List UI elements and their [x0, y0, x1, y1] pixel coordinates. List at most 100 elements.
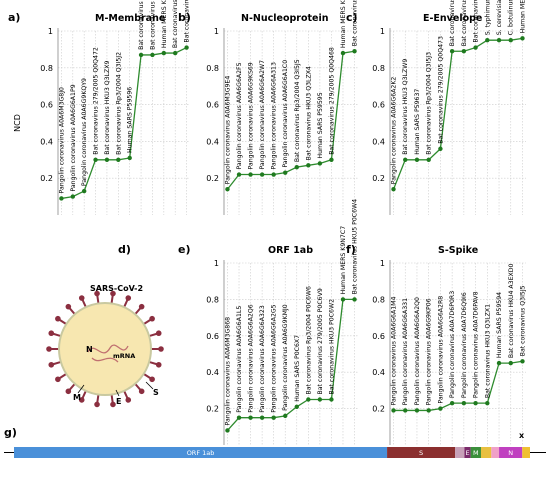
point-label: Pangolin coronavirus A0A6G6A2G5	[271, 304, 278, 412]
point-label: Human MERS K9N4V7	[340, 0, 347, 48]
point-label: Bat coronavirus Rp3/2004 P0C6W6	[305, 286, 312, 395]
data-point	[161, 50, 167, 56]
spike-head	[55, 376, 61, 383]
spike-head	[48, 330, 55, 337]
point-label: S. typhimurium Q5Y196	[484, 0, 491, 35]
point-label: Pangolin coronavirus A0A6G6A2W7	[259, 60, 266, 170]
y-tick-label: 0.8	[372, 64, 385, 73]
y-tick-label: 0.6	[206, 101, 219, 110]
data-point	[81, 188, 87, 194]
point-label: Pangolin coronavirus A0A6G6A2R8	[437, 296, 444, 404]
data-point	[473, 400, 478, 406]
panel-title: E-Envelope	[423, 13, 482, 24]
spike-head	[125, 295, 132, 301]
point-label: Human SARS P59595	[317, 92, 324, 158]
panel-letter-f: f)	[346, 243, 356, 256]
data-point	[340, 50, 346, 56]
virus-envelope	[58, 302, 152, 396]
point-label: Bat coronavirus HKU3 P0C6W2	[328, 299, 335, 395]
point-label: Human MERS K9N7C7	[340, 226, 347, 295]
data-point	[438, 146, 443, 151]
point-label: Pangolin coronavirus A0A6G9KP06	[426, 298, 433, 405]
spike-head	[158, 346, 164, 352]
point-label: Bat coronavirus Rp3/2004 Q3I5J5	[294, 59, 301, 162]
data-point	[271, 415, 276, 420]
point-label: Bat coronavirus 133/2005 Q0Q4E7	[149, 0, 156, 50]
genome-segment-label: ORF 1ab	[187, 449, 215, 457]
genome-x-label: x	[519, 431, 525, 440]
data-point	[485, 400, 490, 406]
data-point	[127, 155, 132, 161]
spike-head	[125, 397, 132, 403]
rna-strand	[87, 344, 129, 363]
data-point	[352, 297, 357, 302]
panel-title: S-Spike	[438, 245, 478, 256]
spike-head	[149, 315, 155, 322]
point-label: Bat coronavirus Rp3/2004 Q3I5J3	[426, 52, 433, 155]
point-label: Human SARS P59596	[127, 87, 134, 153]
point-label: Bat coronavirus HKU4 A3EXA1	[352, 0, 359, 46]
data-point	[391, 408, 396, 413]
data-point	[259, 415, 265, 420]
genome-segment	[499, 447, 523, 458]
panel-f: f) S-Spike 0.2 0.4 0.6 0.8 1 Pangolin coronavir…	[346, 243, 526, 445]
y-tick-label: 0.2	[372, 174, 385, 183]
data-point	[116, 157, 121, 162]
data-point	[340, 297, 346, 302]
data-point	[306, 163, 311, 168]
data-point	[508, 38, 513, 43]
series-line	[226, 50, 355, 190]
data-point	[438, 406, 443, 411]
panel-letter-a: a)	[8, 11, 20, 24]
point-label: Bat coronavirus HKU4 A3EXA0	[138, 0, 145, 50]
point-label: Bat coronavirus 133/2005 Q0Q4E8	[449, 0, 456, 46]
data-point	[414, 157, 420, 162]
point-label: Pangolin coronavirus A0A6G6A1P9	[70, 84, 77, 191]
panel-letter-d: d)	[118, 243, 131, 256]
point-label: Bat coronavirus Q3I5J5	[519, 285, 526, 356]
point-label: Bat coronavirus HKU4 A3EX99	[461, 0, 468, 46]
pointer-m	[77, 384, 85, 394]
point-label: Pangolin coronavirus A0A6G6A2Q0	[414, 297, 421, 405]
pointer-e	[115, 389, 120, 397]
series-line	[226, 298, 355, 431]
genome-segment	[470, 447, 481, 458]
data-point	[248, 415, 253, 420]
panel-a: a) M-Membrane 0.2 0.4 0.6 0.8 1 NCD Pangolin cor…	[8, 0, 191, 215]
spike-head	[155, 330, 162, 337]
y-tick-label: 0.2	[372, 405, 385, 414]
spike-head	[110, 401, 116, 408]
point-label: Bat coronavirus HKU3 Q3LZW9	[402, 59, 409, 155]
y-tick-label: 1	[380, 27, 385, 36]
genome-bar: g) ORF 1ab S E M N x	[4, 426, 546, 458]
data-point	[104, 157, 110, 162]
point-label: Bat coronavirus 279/2005 Q0Q473	[437, 36, 444, 144]
point-label: Bat coronavirus 279/2005 Q0Q472	[93, 47, 100, 155]
data-point	[173, 50, 178, 56]
point-label: Pangolin coronavirus A0A6G6A313	[271, 62, 278, 170]
data-point	[294, 164, 299, 170]
y-axis-label: NCD	[13, 114, 22, 132]
spike-head	[78, 295, 85, 301]
spike-head	[155, 361, 162, 368]
data-point	[461, 400, 467, 406]
y-tick-label: 1	[380, 259, 385, 268]
point-label: Pangolin coronavirus A0A7D6P0R3	[449, 291, 456, 398]
y-tick-label: 0.4	[206, 137, 219, 146]
y-tick-label: 0.6	[206, 332, 219, 341]
point-label: Pangolin coronavirus A0A6G6A1L5	[236, 306, 243, 413]
series-line	[392, 37, 523, 190]
spike-head	[94, 290, 100, 297]
spike-head	[48, 361, 55, 368]
data-point	[449, 400, 455, 406]
data-point	[59, 196, 64, 201]
point-label: Pangolin coronavirus A0A6G6A2K2	[391, 77, 398, 185]
data-point	[352, 49, 357, 54]
point-label: Bat coronavirus Rp3/2004 Q3I5J2	[115, 52, 122, 155]
point-label: Human MERS K9N5R3	[519, 0, 526, 33]
y-tick-label: 1	[48, 27, 53, 36]
point-label: Bat coronavirus HKU9 A3EXG9	[184, 0, 191, 43]
panel-title: ORF 1ab	[268, 245, 313, 256]
point-label: Pangolin coronavirus A0A6M3G9E4	[224, 76, 231, 185]
